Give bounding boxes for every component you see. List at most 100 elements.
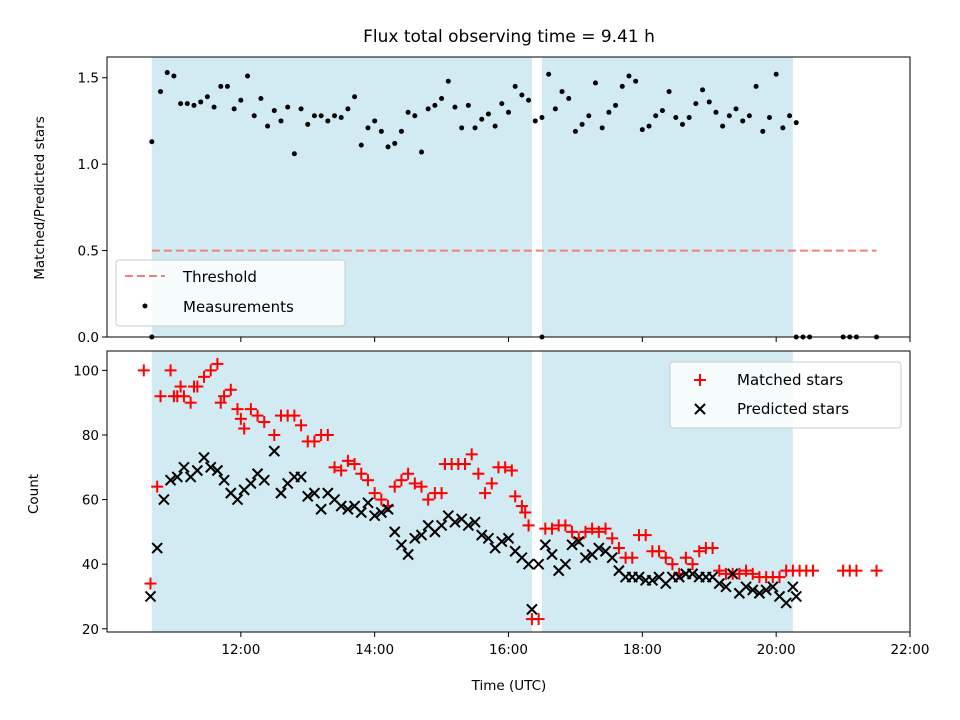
measurement-point bbox=[171, 73, 177, 79]
predicted-star-point bbox=[720, 581, 732, 593]
predicted-star-point bbox=[258, 474, 270, 486]
x-tick-label: 12:00 bbox=[221, 642, 260, 658]
matched-star-point bbox=[408, 477, 421, 490]
predicted-star-point bbox=[522, 558, 535, 570]
matched-star-point bbox=[234, 412, 247, 425]
measurement-point bbox=[452, 104, 458, 110]
legend-predicted-label: Predicted stars bbox=[737, 400, 849, 418]
measurement-point bbox=[352, 94, 358, 100]
predicted-star-point bbox=[409, 532, 421, 545]
x-tick-label: 22:00 bbox=[891, 642, 930, 658]
predicted-star-point bbox=[673, 571, 685, 583]
measurement-point bbox=[345, 106, 351, 112]
predicted-star-point bbox=[539, 539, 552, 551]
measurement-point bbox=[405, 109, 411, 115]
matched-star-point bbox=[532, 613, 545, 626]
predicted-star-point bbox=[302, 490, 314, 503]
measurement-point bbox=[539, 114, 545, 120]
measurement-point bbox=[506, 109, 511, 115]
measurement-point bbox=[693, 101, 699, 107]
matched-star-point bbox=[592, 525, 605, 538]
matched-star-point bbox=[773, 571, 786, 584]
top-axes-frame bbox=[106, 56, 911, 338]
x-tick-label: 18:00 bbox=[623, 642, 662, 658]
measurement-point bbox=[178, 101, 184, 107]
predicted-star-point bbox=[726, 568, 739, 580]
matched-star-point bbox=[666, 558, 679, 571]
matched-star-point bbox=[204, 364, 217, 377]
measurement-point bbox=[526, 97, 532, 103]
measurement-point bbox=[639, 127, 645, 133]
matched-star-point bbox=[361, 474, 374, 487]
y-tick-label: 40 bbox=[82, 557, 99, 573]
predicted-star-point bbox=[573, 535, 585, 548]
measurement-point bbox=[613, 102, 619, 108]
predicted-star-point bbox=[579, 552, 592, 564]
top-legend: Threshold Measurements bbox=[115, 259, 346, 327]
predicted-star-point bbox=[205, 461, 217, 473]
matched-star-point bbox=[566, 525, 579, 538]
bottom-ylabel: Count bbox=[26, 474, 42, 514]
predicted-star-point bbox=[415, 529, 428, 541]
matched-star-point bbox=[746, 567, 759, 580]
predicted-star-point bbox=[462, 519, 475, 532]
measurement-point bbox=[211, 104, 217, 110]
measurement-point bbox=[365, 125, 371, 131]
predicted-star-point bbox=[368, 510, 381, 522]
bottom-panel: 20 40 60 80 100 12:00 14:00 16:00 18:00 20:00 22:0… bbox=[73, 350, 930, 658]
predicted-star-point bbox=[753, 587, 766, 599]
matched-star-point bbox=[686, 558, 699, 571]
predicted-star-point bbox=[526, 603, 538, 616]
matched-star-point bbox=[177, 390, 190, 403]
predicted-star-point bbox=[178, 461, 190, 473]
matched-star-point bbox=[733, 567, 746, 580]
predicted-star-point bbox=[767, 581, 779, 593]
matched-star-point bbox=[515, 500, 528, 513]
x-tick-label: 16:00 bbox=[489, 642, 528, 658]
matched-star-point bbox=[258, 416, 271, 429]
bottom-legend-box bbox=[669, 361, 902, 429]
predicted-star-point bbox=[760, 584, 772, 596]
y-tick-label: 1.5 bbox=[78, 71, 99, 87]
measurement-point bbox=[512, 83, 518, 89]
x-tick-label: 20:00 bbox=[757, 642, 796, 658]
measurement-point bbox=[251, 113, 257, 119]
measurement-point bbox=[492, 123, 498, 129]
bottom-legend: Matched stars Predicted stars bbox=[669, 361, 902, 429]
matched-star-point bbox=[612, 542, 625, 555]
matched-star-point bbox=[422, 493, 435, 506]
predicted-star-point bbox=[218, 474, 230, 486]
y-tick-label: 1.0 bbox=[78, 157, 99, 173]
measurement-point bbox=[566, 95, 572, 101]
measurement-point bbox=[311, 113, 317, 119]
measurement-point bbox=[398, 128, 404, 134]
predicted-star-point bbox=[275, 487, 287, 499]
predicted-star-point bbox=[780, 597, 792, 609]
matched-star-point bbox=[472, 467, 485, 480]
measurement-point bbox=[265, 123, 271, 129]
top-ylabel: Matched/Predicted stars bbox=[32, 116, 48, 279]
measurement-point bbox=[465, 102, 471, 108]
measurement-point bbox=[439, 95, 445, 101]
measurement-point bbox=[740, 118, 746, 124]
measurement-point bbox=[332, 113, 338, 119]
predicted-star-point bbox=[164, 474, 177, 486]
measurement-point bbox=[392, 140, 398, 146]
measurement-point bbox=[586, 113, 592, 119]
predicted-star-point bbox=[355, 506, 367, 519]
measurement-point bbox=[198, 99, 204, 105]
legend-matched-label: Matched stars bbox=[737, 371, 843, 389]
matched-star-point bbox=[321, 428, 334, 441]
legend-measurements-label: Measurements bbox=[183, 298, 294, 316]
measurement-point bbox=[519, 92, 525, 98]
matched-star-point bbox=[214, 396, 227, 409]
matched-star-point bbox=[679, 551, 692, 564]
matched-star-point bbox=[606, 532, 619, 545]
measurement-point bbox=[305, 121, 311, 127]
measurement-point bbox=[164, 70, 170, 76]
measurement-point bbox=[773, 71, 779, 77]
measurement-point bbox=[746, 113, 752, 119]
matched-star-point bbox=[224, 383, 237, 396]
measurement-point bbox=[753, 83, 759, 89]
